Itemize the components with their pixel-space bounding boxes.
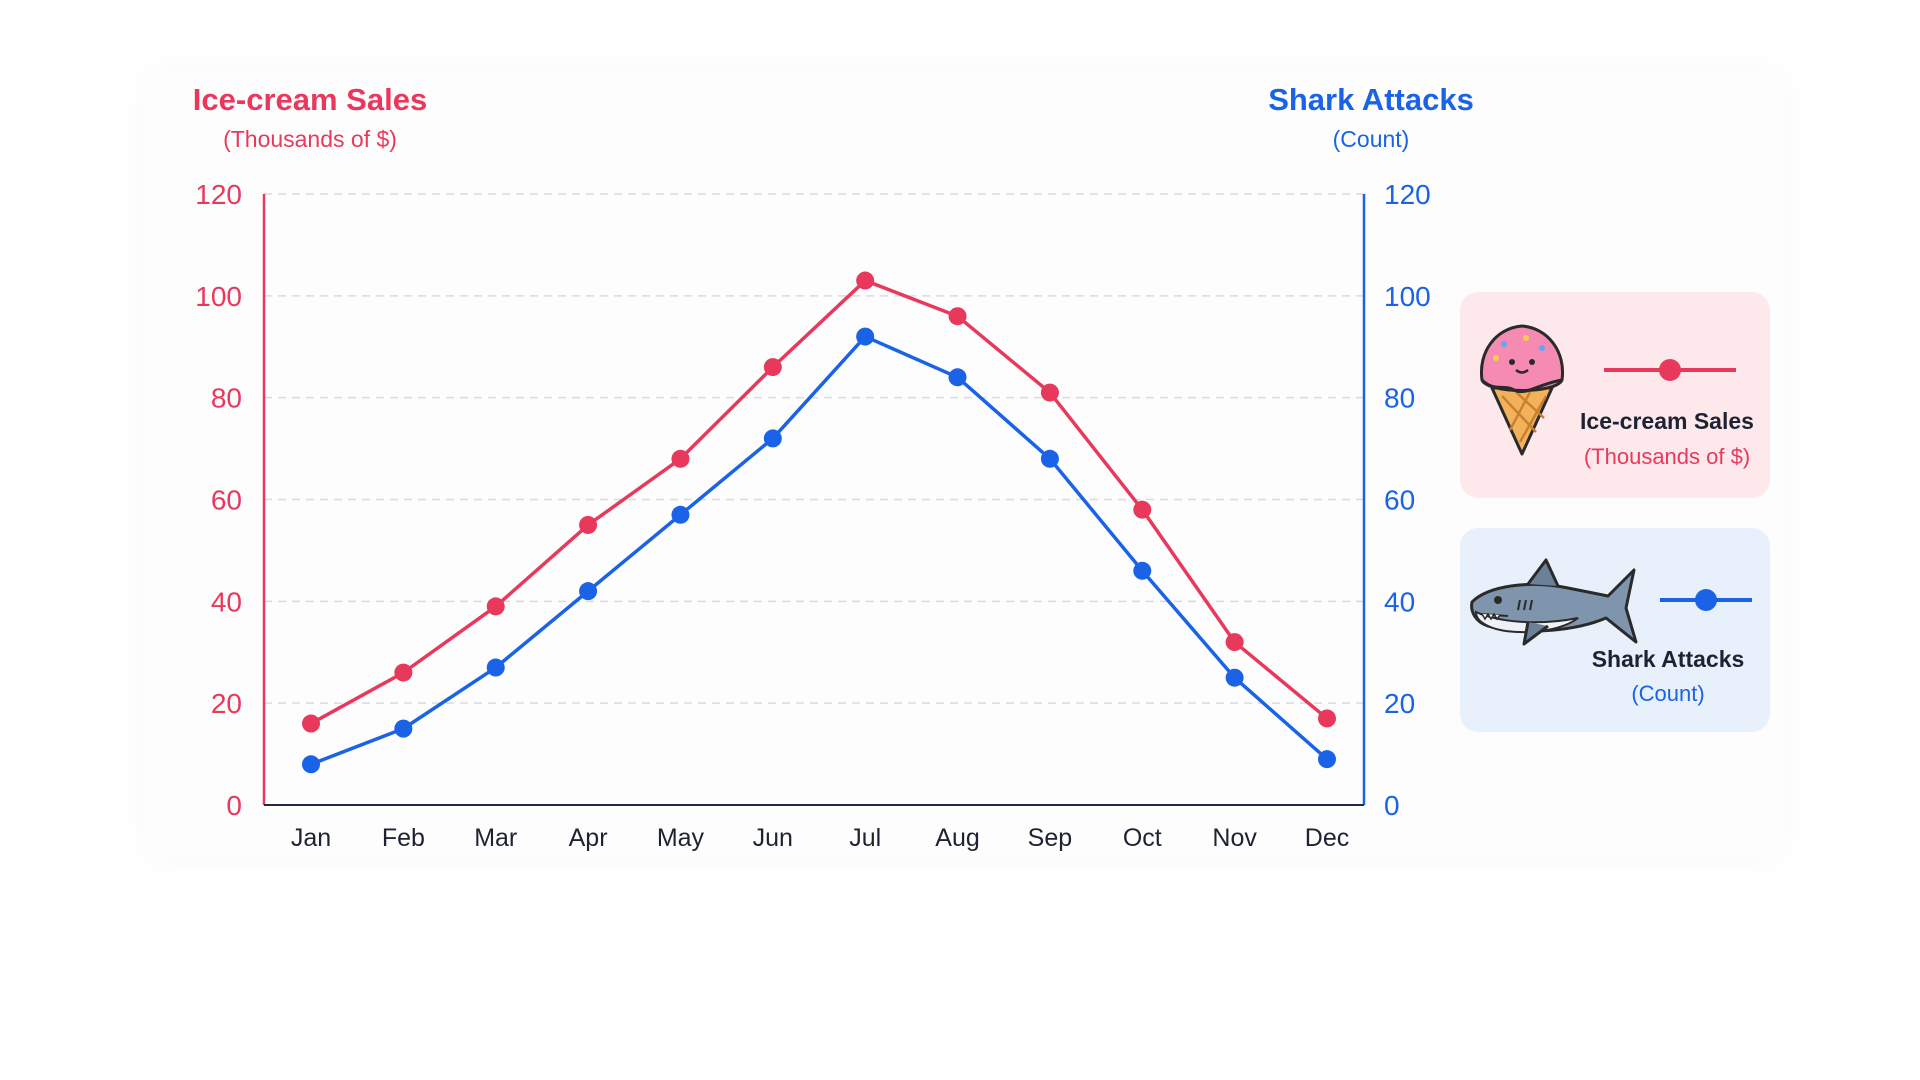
data-point-ice-cream [1133, 500, 1152, 519]
data-point-shark [302, 755, 320, 774]
right-axis-unit: (Count) [1333, 126, 1410, 152]
x-axis-tick-label: Jun [753, 824, 793, 852]
left-axis-tick-label: 40 [211, 586, 242, 617]
data-point-shark [1040, 449, 1059, 468]
x-axis-tick-label: Jan [291, 824, 331, 852]
left-axis-title: Ice-cream Sales [193, 82, 427, 117]
legend-item-shark: Shark Attacks (Count) [1460, 528, 1770, 732]
data-point-shark [394, 719, 413, 738]
data-point-ice-cream [1318, 709, 1336, 728]
data-point-shark [1318, 750, 1336, 769]
data-point-shark [1225, 668, 1244, 687]
left-axis-tick-label: 20 [211, 688, 242, 719]
data-point-shark [579, 582, 598, 601]
data-point-ice-cream [1040, 383, 1059, 402]
left-axis-tick-label: 100 [195, 281, 242, 312]
x-axis-tick-label: Mar [474, 824, 517, 852]
legend-shark-title: Shark Attacks [1591, 646, 1745, 672]
right-axis-tick-label: 60 [1384, 485, 1415, 516]
legend-swatch-ice-cream [1604, 359, 1736, 381]
x-axis-tick-label: Nov [1212, 824, 1257, 852]
data-point-shark [948, 368, 967, 387]
ice-cream-cone-icon [1479, 324, 1565, 456]
data-point-ice-cream [394, 663, 413, 682]
x-axis-tick-label: Dec [1305, 824, 1349, 852]
data-point-ice-cream [856, 271, 875, 290]
legend-swatch-shark [1660, 589, 1752, 611]
right-axis-title: Shark Attacks [1268, 82, 1474, 117]
data-point-ice-cream [579, 515, 598, 534]
x-axis-tick-label: Aug [935, 824, 979, 852]
legend-ice-subtitle: (Thousands of $) [1583, 444, 1751, 469]
data-point-ice-cream [486, 597, 505, 616]
data-point-shark [671, 505, 690, 524]
x-axis-tick-label: Sep [1028, 824, 1072, 852]
right-axis-tick-label: 100 [1384, 281, 1431, 312]
left-axis-tick-label: 120 [195, 179, 242, 210]
data-point-ice-cream [302, 714, 320, 733]
left-axis-tick-label: 80 [211, 383, 242, 414]
data-point-shark [763, 429, 782, 448]
legend-item-ice-cream: Ice-cream Sales (Thousands of $) [1460, 292, 1770, 498]
left-axis-tick-label: 0 [226, 790, 242, 821]
data-point-ice-cream [671, 449, 690, 468]
left-axis-unit: (Thousands of $) [223, 126, 397, 152]
right-axis-tick-label: 0 [1384, 790, 1400, 821]
right-axis-tick-label: 80 [1384, 383, 1415, 414]
right-axis-tick-label: 40 [1384, 586, 1415, 617]
data-point-shark [856, 327, 875, 346]
series-line-ice-cream [310, 278, 1329, 726]
data-point-ice-cream [948, 307, 967, 326]
shark-icon [1470, 558, 1638, 646]
right-axis-tick-label: 20 [1384, 688, 1415, 719]
x-axis-tick-label: May [657, 824, 705, 852]
left-axis-tick-label: 60 [211, 485, 242, 516]
series-line-shark [310, 334, 1329, 766]
data-point-shark [486, 658, 505, 677]
x-axis-tick-label: Apr [569, 824, 608, 852]
data-point-ice-cream [1225, 633, 1244, 652]
data-point-ice-cream [763, 358, 782, 377]
x-axis-tick-label: Jul [849, 824, 881, 852]
legend-ice-title: Ice-cream Sales [1580, 408, 1754, 434]
data-point-shark [1133, 561, 1152, 580]
right-axis-tick-label: 120 [1384, 179, 1431, 210]
x-axis-tick-label: Feb [382, 824, 425, 852]
x-axis-tick-label: Oct [1123, 824, 1162, 852]
legend-shark-subtitle: (Count) [1631, 681, 1705, 706]
